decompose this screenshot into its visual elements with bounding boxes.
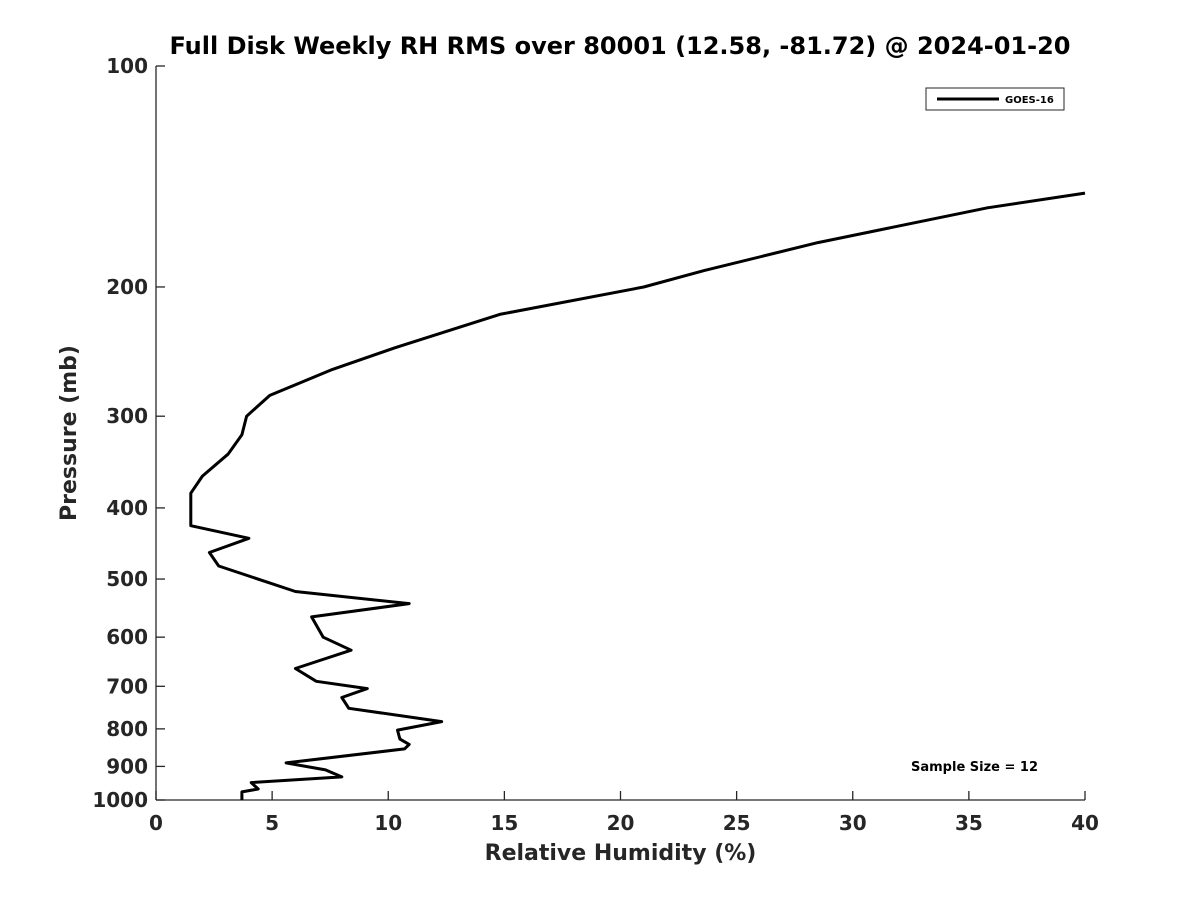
x-axis-label: Relative Humidity (%) [485, 841, 757, 866]
legend: GOES-16 [925, 87, 1065, 111]
chart-title: Full Disk Weekly RH RMS over 80001 (12.5… [169, 32, 1070, 60]
y-tick-label: 500 [106, 567, 148, 591]
x-tick-label: 25 [723, 811, 751, 835]
y-tick-label: 300 [106, 404, 148, 428]
x-tick-label: 5 [265, 811, 279, 835]
x-tick-label: 40 [1071, 811, 1099, 835]
y-tick-label: 1000 [92, 788, 148, 812]
x-tick-label: 20 [607, 811, 635, 835]
series-line-goes-16 [189, 191, 1086, 800]
legend-label-goes-16: GOES-16 [1005, 95, 1054, 106]
y-tick-label: 600 [106, 625, 148, 649]
sample-size-annotation: Sample Size = 12 [911, 760, 1038, 775]
y-tick-label: 700 [106, 674, 148, 698]
y-tick-label: 200 [106, 275, 148, 299]
y-axis-label: Pressure (mb) [57, 345, 82, 521]
x-tick-label: 10 [374, 811, 402, 835]
y-tick-label: 800 [106, 717, 148, 741]
x-tick-label: 0 [149, 811, 163, 835]
y-tick-label: 400 [106, 496, 148, 520]
y-tick-label: 900 [106, 754, 148, 778]
x-tick-label: 35 [955, 811, 983, 835]
axes [155, 66, 1085, 801]
series-group [189, 191, 1086, 800]
x-ticks: 0 5 10 15 20 25 30 35 40 [149, 791, 1099, 835]
y-ticks: 100 200 300 400 500 600 700 800 900 1000 [92, 54, 165, 812]
x-tick-label: 15 [490, 811, 518, 835]
x-tick-label: 30 [839, 811, 867, 835]
y-tick-label: 100 [106, 54, 148, 78]
